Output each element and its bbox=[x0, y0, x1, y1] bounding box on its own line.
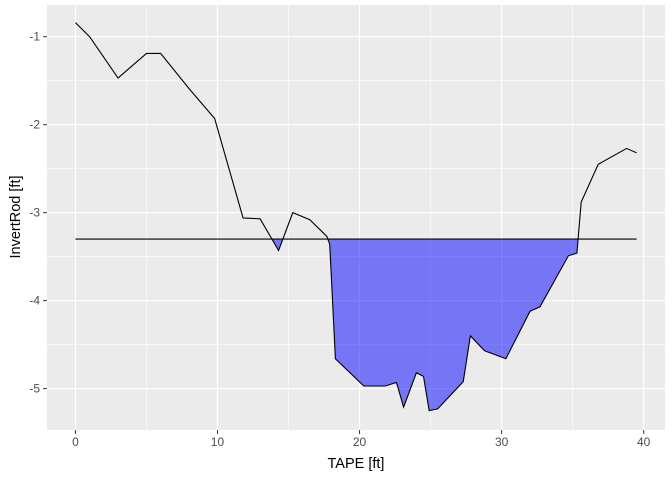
x-axis: 0 10 20 30 40 bbox=[72, 430, 651, 449]
x-axis-title: TAPE [ft] bbox=[328, 456, 385, 472]
y-tick-label: -2 bbox=[29, 118, 40, 132]
y-tick-label: -5 bbox=[29, 382, 40, 396]
y-axis: -1 -2 -3 -4 -5 bbox=[29, 30, 47, 396]
flow-area bbox=[271, 239, 579, 411]
x-tick-label: 20 bbox=[353, 435, 367, 449]
x-tick-label: 30 bbox=[495, 435, 509, 449]
x-tick-label: 0 bbox=[72, 435, 79, 449]
x-tick-label: 10 bbox=[211, 435, 225, 449]
y-tick-label: -4 bbox=[29, 294, 40, 308]
y-axis-title: InvertRod [ft] bbox=[8, 175, 24, 258]
channel-profile-line bbox=[75, 22, 637, 412]
y-tick-label: -1 bbox=[29, 30, 40, 44]
flow-area-polygon bbox=[271, 239, 283, 251]
x-tick-label: 40 bbox=[637, 435, 651, 449]
y-tick-label: -3 bbox=[29, 206, 40, 220]
flow-area-polygon bbox=[327, 239, 579, 411]
